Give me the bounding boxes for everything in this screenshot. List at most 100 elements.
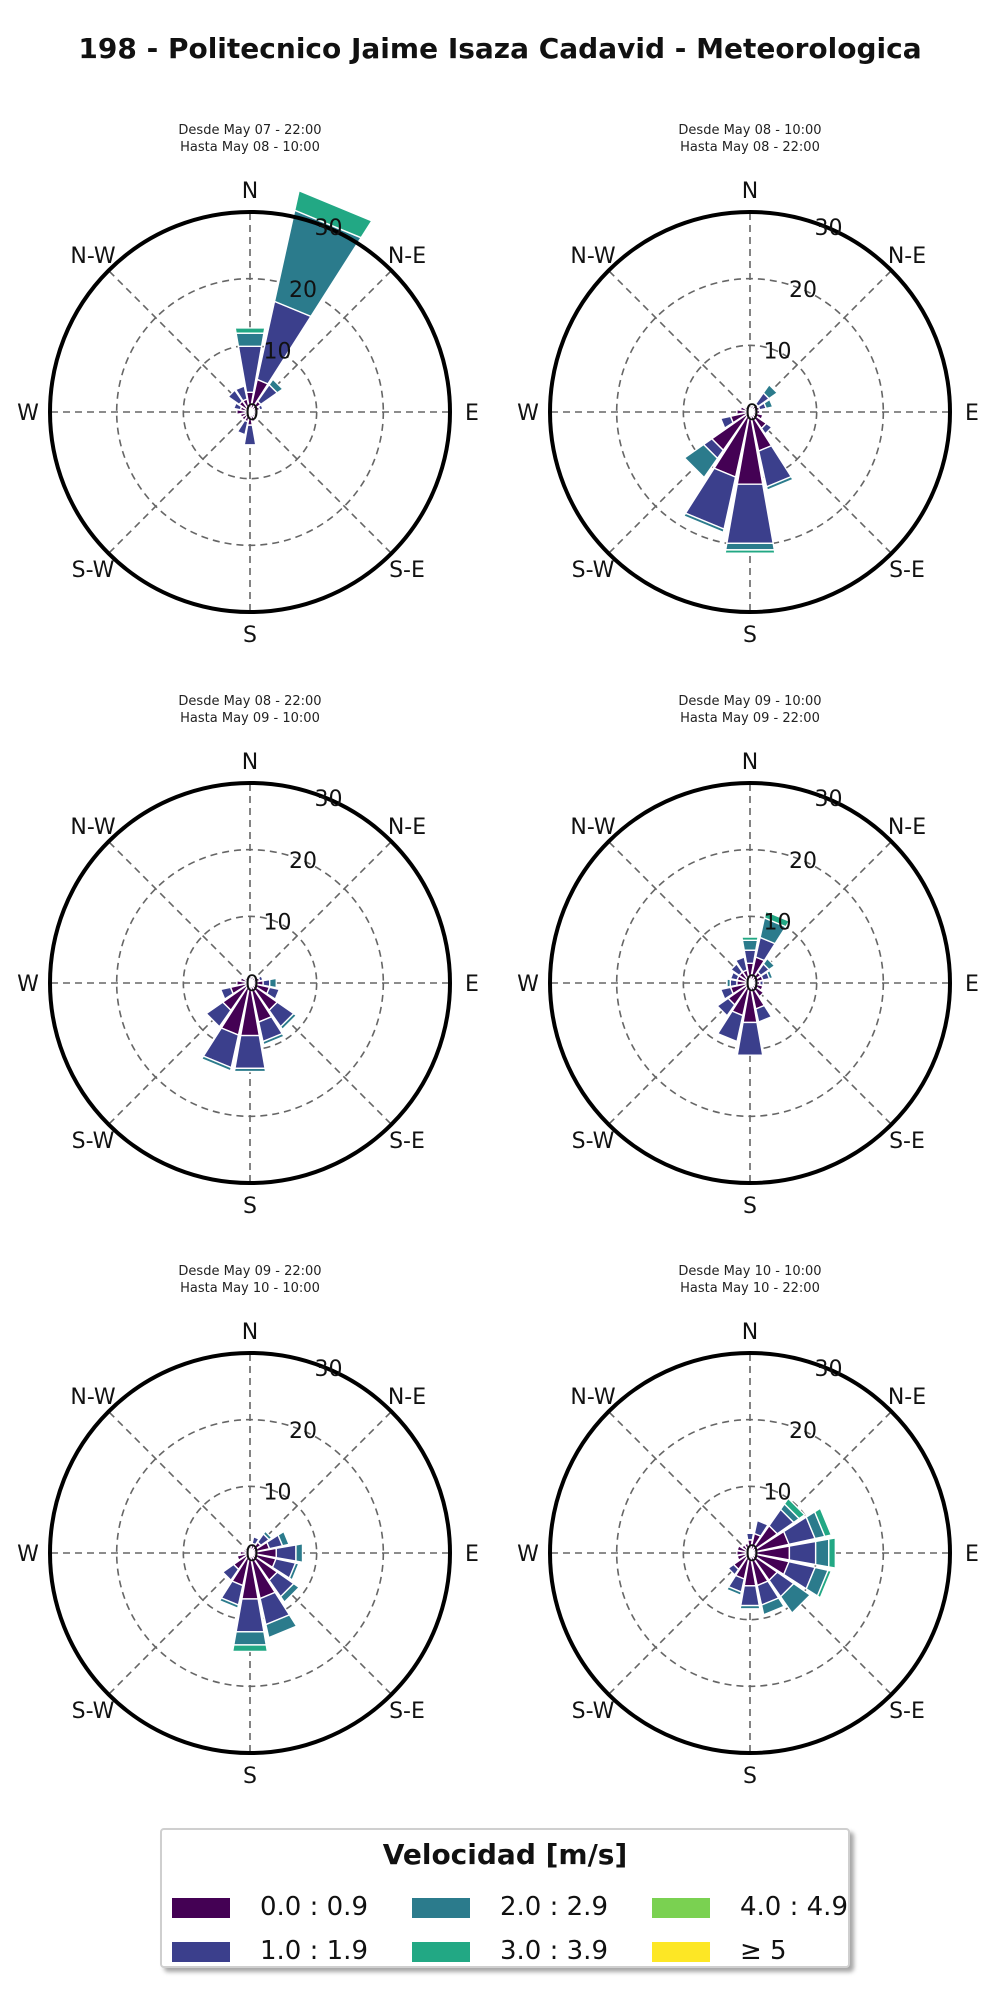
grid-spoke [608,270,751,413]
direction-label: E [465,401,479,426]
wind-bar [219,986,235,1001]
wind-bar [736,1021,764,1056]
grid-spoke [249,982,392,1125]
subtitle-line: Hasta May 10 - 10:00 [180,1281,320,1296]
outer-circle [548,1351,952,1755]
wind-bar [753,1519,769,1538]
wind-bar [279,1582,301,1604]
direction-label: E [965,401,979,426]
direction-label: N-E [388,244,426,269]
radial-tick-label: 20 [789,849,817,874]
radial-tick-label: 30 [315,1357,343,1382]
wind-bar [745,404,751,413]
windrose-5: Desde May 09 - 22:00 Hasta May 10 - 10:00… [17,1264,479,1789]
wind-bar [262,1032,286,1046]
direction-label: S [243,623,257,648]
direction-label: N-W [70,1385,116,1410]
outer-circle [548,210,952,614]
wind-bar [235,1598,265,1633]
wind-bar [729,971,740,981]
wind-bar [724,549,776,554]
wind-bar [243,424,257,446]
chart-title: 198 - Politecnico Jaime Isaza Cadavid - … [78,32,922,65]
wind-bar [268,977,277,989]
grid-spoke [108,1552,251,1695]
radial-tick-label: 10 [264,910,292,935]
direction-label: S [743,1194,757,1219]
radial-tick-label: 20 [289,1419,317,1444]
direction-label: N-W [570,244,616,269]
wind-bar [205,1001,232,1028]
wind-bar [814,1538,830,1568]
grid-spoke [749,1552,892,1695]
legend-label: 2.0 : 2.9 [500,1892,608,1922]
wind-bar [763,398,774,410]
wind-bar [227,389,244,406]
outer-circle [48,781,452,1185]
grid-spoke [249,1552,392,1695]
grid-spoke [749,270,892,413]
direction-label: N [242,179,258,204]
windrose-4: Desde May 09 - 10:00 Hasta May 09 - 22:00… [517,694,979,1219]
wind-bar [765,475,795,492]
direction-label: N [242,750,258,775]
direction-label: W [517,972,539,997]
windrose-1: Desde May 07 - 22:00 Hasta May 08 - 10:00… [17,123,479,648]
grid-spoke [108,270,251,413]
wind-bar [231,1644,269,1653]
wind-bar [754,1004,773,1024]
direction-label: S-W [572,1129,615,1154]
wind-bar [235,332,265,348]
windrose-2: Desde May 08 - 10:00 Hasta May 08 - 22:00… [517,123,979,648]
direction-label: W [17,972,39,997]
wind-bar [293,189,373,239]
wind-bar [763,910,791,928]
wind-bar [734,955,748,973]
direction-label: S-W [572,1699,615,1724]
wind-bar [682,512,725,534]
grid-spoke [249,270,392,413]
windrose-3: Desde May 08 - 22:00 Hasta May 09 - 10:00… [17,694,479,1219]
grid-spoke [108,841,251,984]
direction-label: W [17,1542,39,1567]
wind-bar [234,384,248,402]
direction-label: S-W [72,1699,115,1724]
grid-spoke [608,1411,751,1554]
radial-tick-label: 10 [764,1480,792,1505]
wind-bar [727,1563,740,1576]
legend-swatch [652,1898,710,1918]
radial-tick-label: 30 [815,216,843,241]
radial-tick-label: 20 [789,278,817,303]
grid-spoke [608,841,751,984]
legend-swatch [172,1898,230,1918]
direction-label: S [243,1194,257,1219]
grid-spoke [249,1411,392,1554]
wind-bar [234,1034,266,1070]
wind-bar [232,402,243,411]
wind-bar [716,1010,744,1043]
grid-spoke [108,982,251,1125]
radial-tick-label: 10 [764,339,792,364]
radial-tick-label: 10 [764,910,792,935]
wind-bar [813,1507,833,1538]
direction-label: N [742,1320,758,1345]
direction-label: N-E [388,1385,426,1410]
wind-bar [724,542,776,551]
direction-label: E [465,1542,479,1567]
wind-bar [828,1537,837,1569]
wind-bar [719,415,735,430]
direction-label: S-W [72,558,115,583]
grid-spoke [749,1411,892,1554]
wind-bar [760,1597,786,1616]
direction-label: E [965,972,979,997]
subtitle-line: Desde May 10 - 10:00 [678,1264,821,1279]
direction-label: N-E [388,815,426,840]
wind-bar [236,419,249,436]
direction-label: N-E [888,244,926,269]
wind-bar [762,383,779,400]
outer-circle [48,1351,452,1755]
direction-label: N [742,750,758,775]
legend-label: 0.0 : 0.9 [260,1892,368,1922]
outer-circle [48,210,452,614]
legend-swatch [412,1898,470,1918]
